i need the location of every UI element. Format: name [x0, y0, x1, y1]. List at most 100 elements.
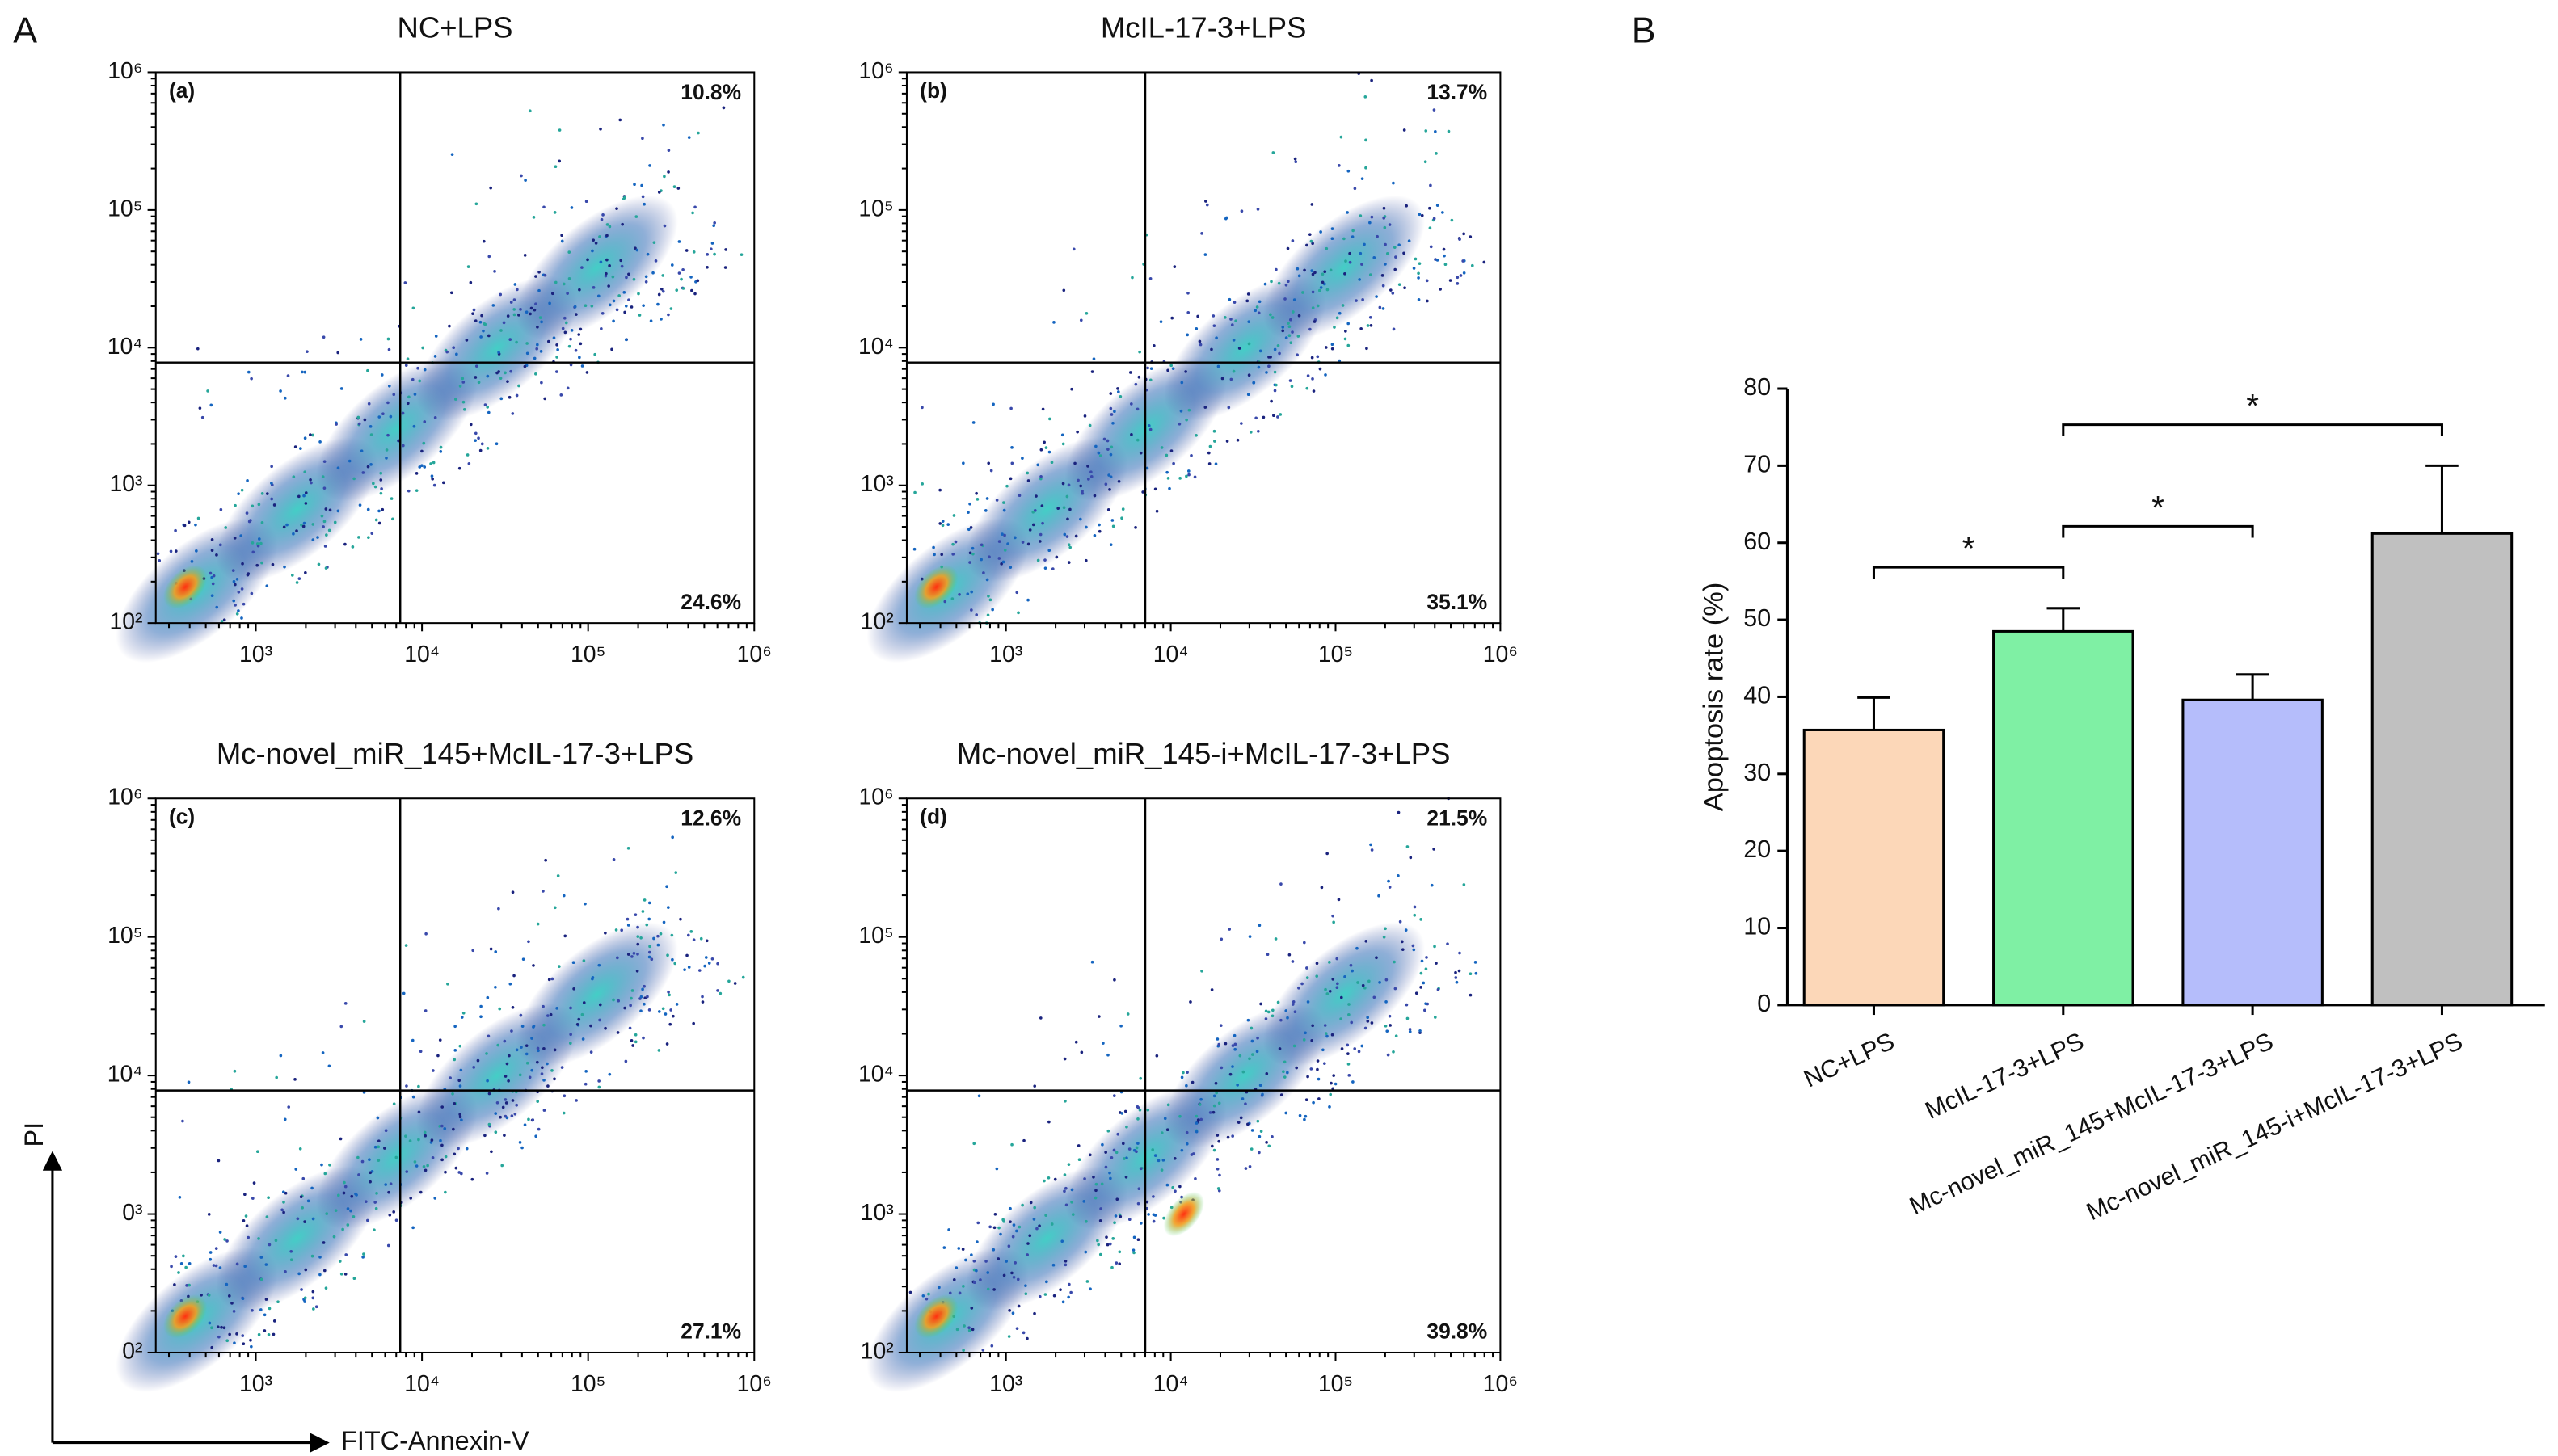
cloud-dot [209, 1251, 213, 1254]
cloud-dot [1186, 291, 1190, 295]
cloud-dot [641, 910, 645, 913]
cloud-dot [1257, 311, 1261, 315]
cloud-dot [1249, 431, 1253, 434]
cloud-dot [1297, 274, 1301, 278]
cloud-dot [517, 384, 520, 388]
cloud-dot [1039, 540, 1042, 543]
cloud-dot [971, 1328, 975, 1332]
cloud-dot [542, 1109, 546, 1112]
cloud-dot [1108, 1242, 1112, 1246]
x-tick-label: 10⁴ [1153, 642, 1189, 667]
cloud-dot [722, 106, 726, 110]
cloud-dot [311, 1290, 315, 1294]
cloud-dot [521, 957, 525, 961]
cloud-dot [639, 936, 643, 940]
cloud-dot [1123, 1157, 1126, 1160]
cloud-dot [1113, 978, 1116, 982]
cloud-dot [675, 288, 679, 292]
quadrant-percent: 35.1% [1426, 590, 1487, 614]
cloud-dot [1063, 1057, 1067, 1061]
cloud-dot [311, 1296, 315, 1300]
cloud-dot [1118, 1262, 1122, 1266]
cloud-dot [1433, 945, 1436, 949]
cloud-dot [230, 1302, 234, 1305]
cloud-dot [967, 1326, 971, 1329]
cloud-dot [1351, 969, 1354, 973]
cloud-dot [420, 449, 424, 453]
cloud-dot [1191, 1080, 1195, 1084]
cloud-dot [1246, 393, 1250, 397]
cloud-dot [964, 1258, 967, 1262]
cloud-dot [669, 1008, 672, 1012]
cloud-dot [540, 381, 543, 385]
cloud-dot [422, 1165, 426, 1168]
cloud-dot [1292, 1000, 1296, 1004]
cloud-dot [369, 424, 373, 428]
cloud-dot [424, 932, 428, 936]
cloud-dot [419, 1190, 423, 1194]
cloud-dot [1092, 1175, 1095, 1179]
cloud-dot [1424, 129, 1428, 133]
cloud-dot [1436, 987, 1440, 991]
cloud-dot [455, 352, 458, 356]
cloud-dot [368, 1158, 371, 1161]
cloud-dot [215, 553, 218, 557]
cloud-dot [626, 917, 630, 921]
cloud-dot [263, 1329, 267, 1332]
cloud-dot [1381, 307, 1385, 310]
cloud-dot [302, 494, 306, 498]
cloud-dot [1287, 322, 1290, 325]
cloud-dot [1315, 974, 1319, 978]
cloud-dot [1093, 494, 1097, 498]
cloud-dot [1088, 423, 1092, 427]
cloud-dot [285, 523, 289, 527]
cloud-dot [1026, 479, 1030, 482]
cloud-dot [424, 1168, 428, 1172]
cloud-dot [1291, 1003, 1295, 1006]
cloud-dot [610, 347, 613, 351]
cloud-dot [336, 351, 340, 355]
cloud-dot [1148, 427, 1153, 431]
cloud-dot [634, 1033, 638, 1037]
cloud-dot [580, 1012, 584, 1016]
cloud-dot [630, 305, 634, 309]
cloud-dot [1398, 919, 1402, 924]
cloud-dot [373, 1145, 377, 1149]
cloud-dot [1419, 971, 1423, 975]
cloud-dot [235, 1262, 239, 1266]
cloud-dot [623, 1006, 626, 1010]
cloud-dot [971, 546, 975, 550]
cloud-dot [423, 1130, 427, 1134]
cloud-dot [476, 1058, 480, 1063]
cloud-dot [569, 1006, 572, 1010]
cloud-dot [1341, 304, 1345, 307]
cloud-dot [211, 582, 215, 586]
cloud-dot [628, 1026, 632, 1030]
cloud-dot [343, 542, 347, 546]
cloud-dot [379, 491, 383, 495]
cloud-dot [402, 991, 406, 995]
cloud-dot [177, 1271, 180, 1274]
y-tick-label: 10⁴ [858, 334, 894, 360]
cloud-dot [1279, 882, 1283, 886]
cloud-dot [1355, 299, 1358, 302]
cloud-dot [1248, 1057, 1251, 1061]
cloud-dot [311, 1217, 315, 1221]
quadrant-percent: 39.8% [1426, 1319, 1487, 1344]
cloud-dot [1304, 1114, 1308, 1118]
cloud-dot [1001, 1218, 1005, 1222]
cloud-dot [567, 344, 571, 348]
cloud-dot [503, 1039, 507, 1043]
cloud-dot [968, 502, 971, 506]
cloud-dot [1225, 440, 1229, 443]
cloud-dot [1073, 461, 1077, 465]
cloud-dot [671, 835, 674, 840]
cloud-dot [302, 521, 306, 525]
cloud-dot [1454, 976, 1458, 979]
cloud-dot [1301, 291, 1304, 294]
cloud-dot [321, 475, 325, 478]
cloud-dot [701, 995, 704, 999]
cloud-dot [620, 264, 624, 268]
cloud-dot [1014, 1261, 1017, 1265]
cloud-dot [486, 374, 490, 378]
